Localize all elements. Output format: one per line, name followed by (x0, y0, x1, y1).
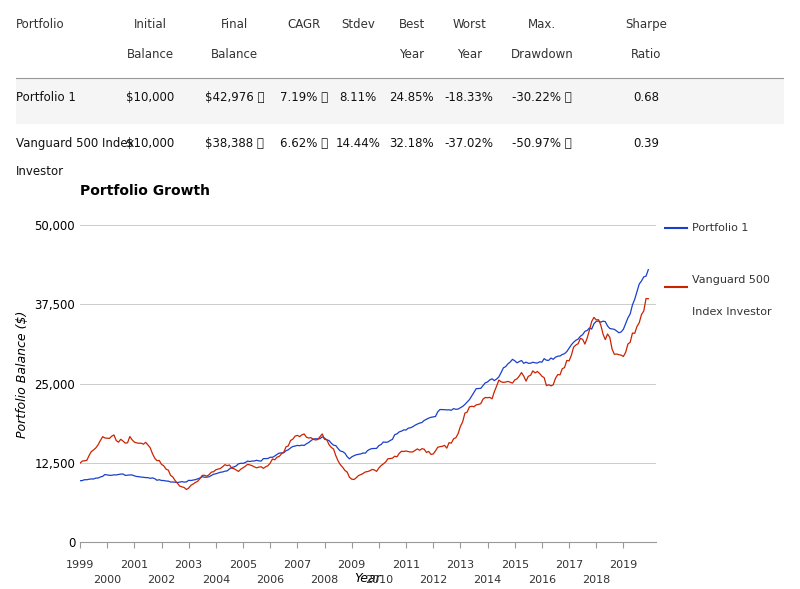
Text: 2019: 2019 (610, 560, 638, 570)
Text: 2003: 2003 (174, 560, 202, 570)
Text: 2011: 2011 (392, 560, 420, 570)
Text: 2004: 2004 (202, 575, 230, 585)
Text: Balance: Balance (211, 48, 258, 61)
Text: Portfolio: Portfolio (16, 18, 65, 31)
Text: Sharpe: Sharpe (625, 18, 666, 31)
Text: $10,000: $10,000 (126, 137, 174, 150)
Text: 2009: 2009 (338, 560, 366, 570)
Text: 14.44%: 14.44% (335, 137, 380, 150)
Text: Initial: Initial (134, 18, 167, 31)
Text: $10,000: $10,000 (126, 91, 174, 104)
Text: -18.33%: -18.33% (445, 91, 494, 104)
Text: Index Investor: Index Investor (692, 307, 772, 317)
Text: 2013: 2013 (446, 560, 474, 570)
Text: 24.85%: 24.85% (390, 91, 434, 104)
Text: Balance: Balance (127, 48, 174, 61)
Text: Vanguard 500 Index: Vanguard 500 Index (16, 137, 134, 150)
Text: Portfolio 1: Portfolio 1 (16, 91, 76, 104)
Text: 2000: 2000 (93, 575, 122, 585)
Text: 2017: 2017 (555, 560, 583, 570)
Text: 6.62% ⓘ: 6.62% ⓘ (280, 137, 328, 150)
Text: -30.22% ⓘ: -30.22% ⓘ (512, 91, 572, 104)
Text: $42,976 ⓘ: $42,976 ⓘ (205, 91, 265, 104)
Text: 8.11%: 8.11% (339, 91, 376, 104)
Text: Ratio: Ratio (630, 48, 661, 61)
Text: Best: Best (398, 18, 425, 31)
Text: 2010: 2010 (365, 575, 393, 585)
Text: Year: Year (399, 48, 424, 61)
Text: 32.18%: 32.18% (390, 137, 434, 150)
Text: 0.68: 0.68 (633, 91, 658, 104)
Text: 2018: 2018 (582, 575, 610, 585)
Text: 2002: 2002 (147, 575, 176, 585)
Text: 2001: 2001 (120, 560, 149, 570)
Bar (16, 80, 784, 124)
Text: 1999: 1999 (66, 560, 94, 570)
Text: Max.: Max. (528, 18, 556, 31)
Text: Investor: Investor (16, 165, 64, 178)
Text: Vanguard 500: Vanguard 500 (692, 275, 770, 284)
Text: Portfolio 1: Portfolio 1 (692, 223, 749, 233)
Text: 2015: 2015 (501, 560, 529, 570)
Text: 2012: 2012 (419, 575, 447, 585)
Text: 7.19% ⓘ: 7.19% ⓘ (280, 91, 328, 104)
Text: 2008: 2008 (310, 575, 338, 585)
Text: Stdev: Stdev (341, 18, 374, 31)
X-axis label: Year: Year (354, 573, 382, 585)
Text: 2016: 2016 (528, 575, 556, 585)
Text: 0.39: 0.39 (633, 137, 658, 150)
Text: 2005: 2005 (229, 560, 257, 570)
Text: Drawdown: Drawdown (510, 48, 574, 61)
Text: Year: Year (457, 48, 482, 61)
Text: Final: Final (222, 18, 249, 31)
Text: Portfolio Growth: Portfolio Growth (80, 184, 210, 198)
Text: $38,388 ⓘ: $38,388 ⓘ (206, 137, 264, 150)
Text: 2006: 2006 (256, 575, 284, 585)
Y-axis label: Portfolio Balance ($): Portfolio Balance ($) (16, 310, 29, 438)
Text: 2007: 2007 (283, 560, 311, 570)
Text: Worst: Worst (452, 18, 486, 31)
Text: 2014: 2014 (474, 575, 502, 585)
Text: -50.97% ⓘ: -50.97% ⓘ (512, 137, 572, 150)
Text: -37.02%: -37.02% (445, 137, 494, 150)
Text: CAGR: CAGR (287, 18, 321, 31)
